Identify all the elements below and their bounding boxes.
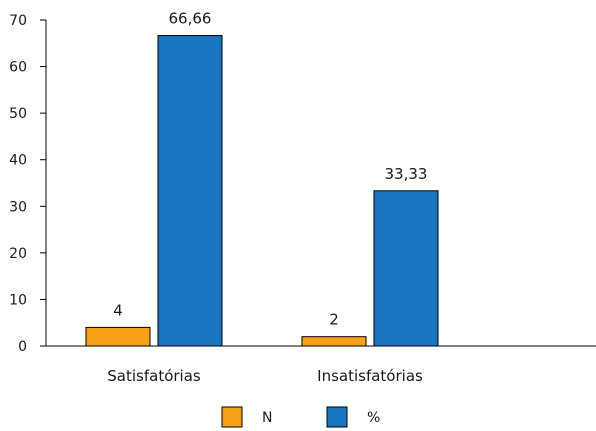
y-tick-label: 10 [9, 292, 27, 308]
y-tick-label: 20 [9, 246, 27, 262]
bar-percent [373, 190, 439, 347]
data-label: 4 [113, 301, 123, 319]
y-tick-label: 50 [9, 106, 27, 122]
data-label: 33,33 [385, 165, 428, 183]
legend-swatch [221, 406, 243, 428]
y-tick-label: 30 [9, 199, 27, 215]
legend-swatch [326, 406, 348, 428]
category-label: Satisfatórias [107, 367, 201, 385]
legend-label: % [367, 410, 380, 426]
data-label: 66,66 [169, 10, 212, 28]
bar-n [85, 326, 151, 347]
category-label: Insatisfatórias [317, 367, 423, 385]
x-axis: Satisfatórias Insatisfatórias [46, 345, 596, 385]
bar-percent [157, 35, 223, 347]
y-axis: 0 10 20 30 40 50 60 70 [9, 13, 47, 355]
y-tick-label: 0 [18, 339, 27, 355]
y-tick-label: 40 [9, 153, 27, 169]
bar-n [301, 336, 367, 347]
bars: 4 66,66 2 33,33 [85, 10, 439, 347]
legend: N% [221, 406, 380, 428]
y-tick-label: 70 [9, 13, 27, 29]
y-tick-label: 60 [9, 60, 27, 76]
data-label: 2 [329, 311, 339, 329]
legend-label: N [262, 410, 272, 426]
